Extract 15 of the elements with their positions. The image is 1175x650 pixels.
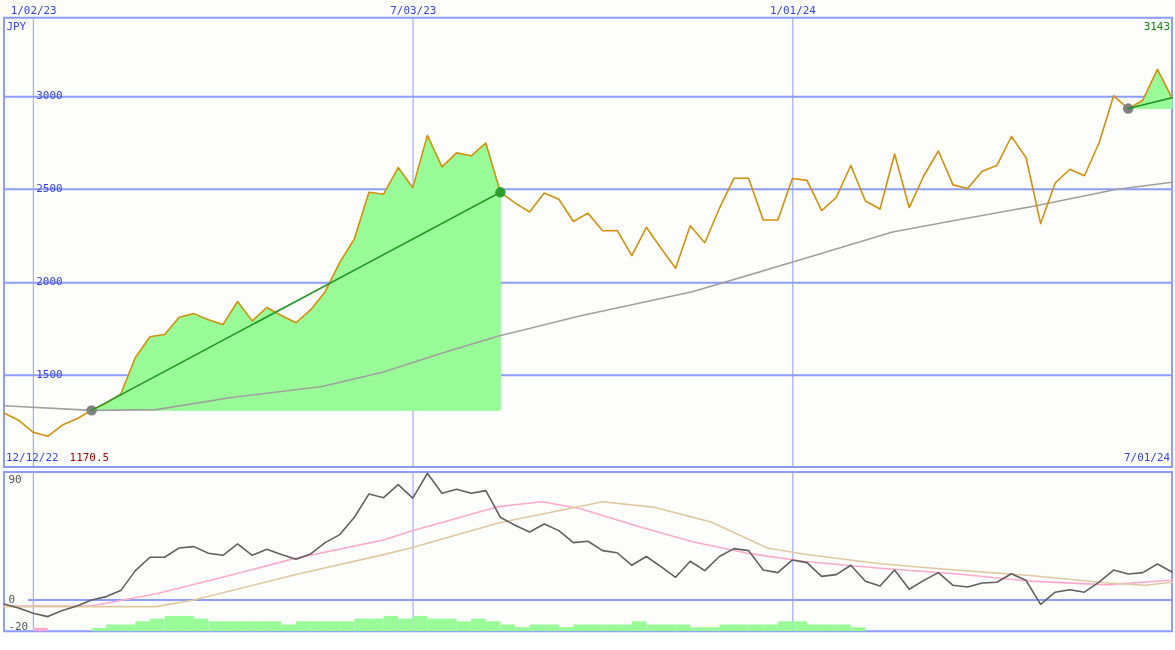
x-tick-label: 1/02/23 — [10, 4, 57, 18]
annotation: 7/01/24 — [1124, 451, 1171, 465]
annotation: 3143 — [1143, 19, 1171, 33]
x-tick-label: 7/03/23 — [390, 4, 437, 18]
x-tick-label: 1/01/24 — [769, 4, 817, 18]
y-tick-label: 90 — [8, 473, 22, 487]
annotation: 12/12/22 — [5, 451, 59, 465]
y-tick-label: 1500 — [36, 368, 63, 382]
y-tick-label: 2000 — [36, 275, 63, 289]
y-tick-label: 3000 — [36, 89, 63, 103]
y-tick-label: 0 — [8, 593, 16, 607]
y-tick-label: 2500 — [36, 182, 63, 196]
y-tick-label: -20 — [8, 620, 29, 634]
annotation: 1170.5 — [69, 451, 110, 465]
y-axis-title: JPY — [6, 20, 27, 34]
